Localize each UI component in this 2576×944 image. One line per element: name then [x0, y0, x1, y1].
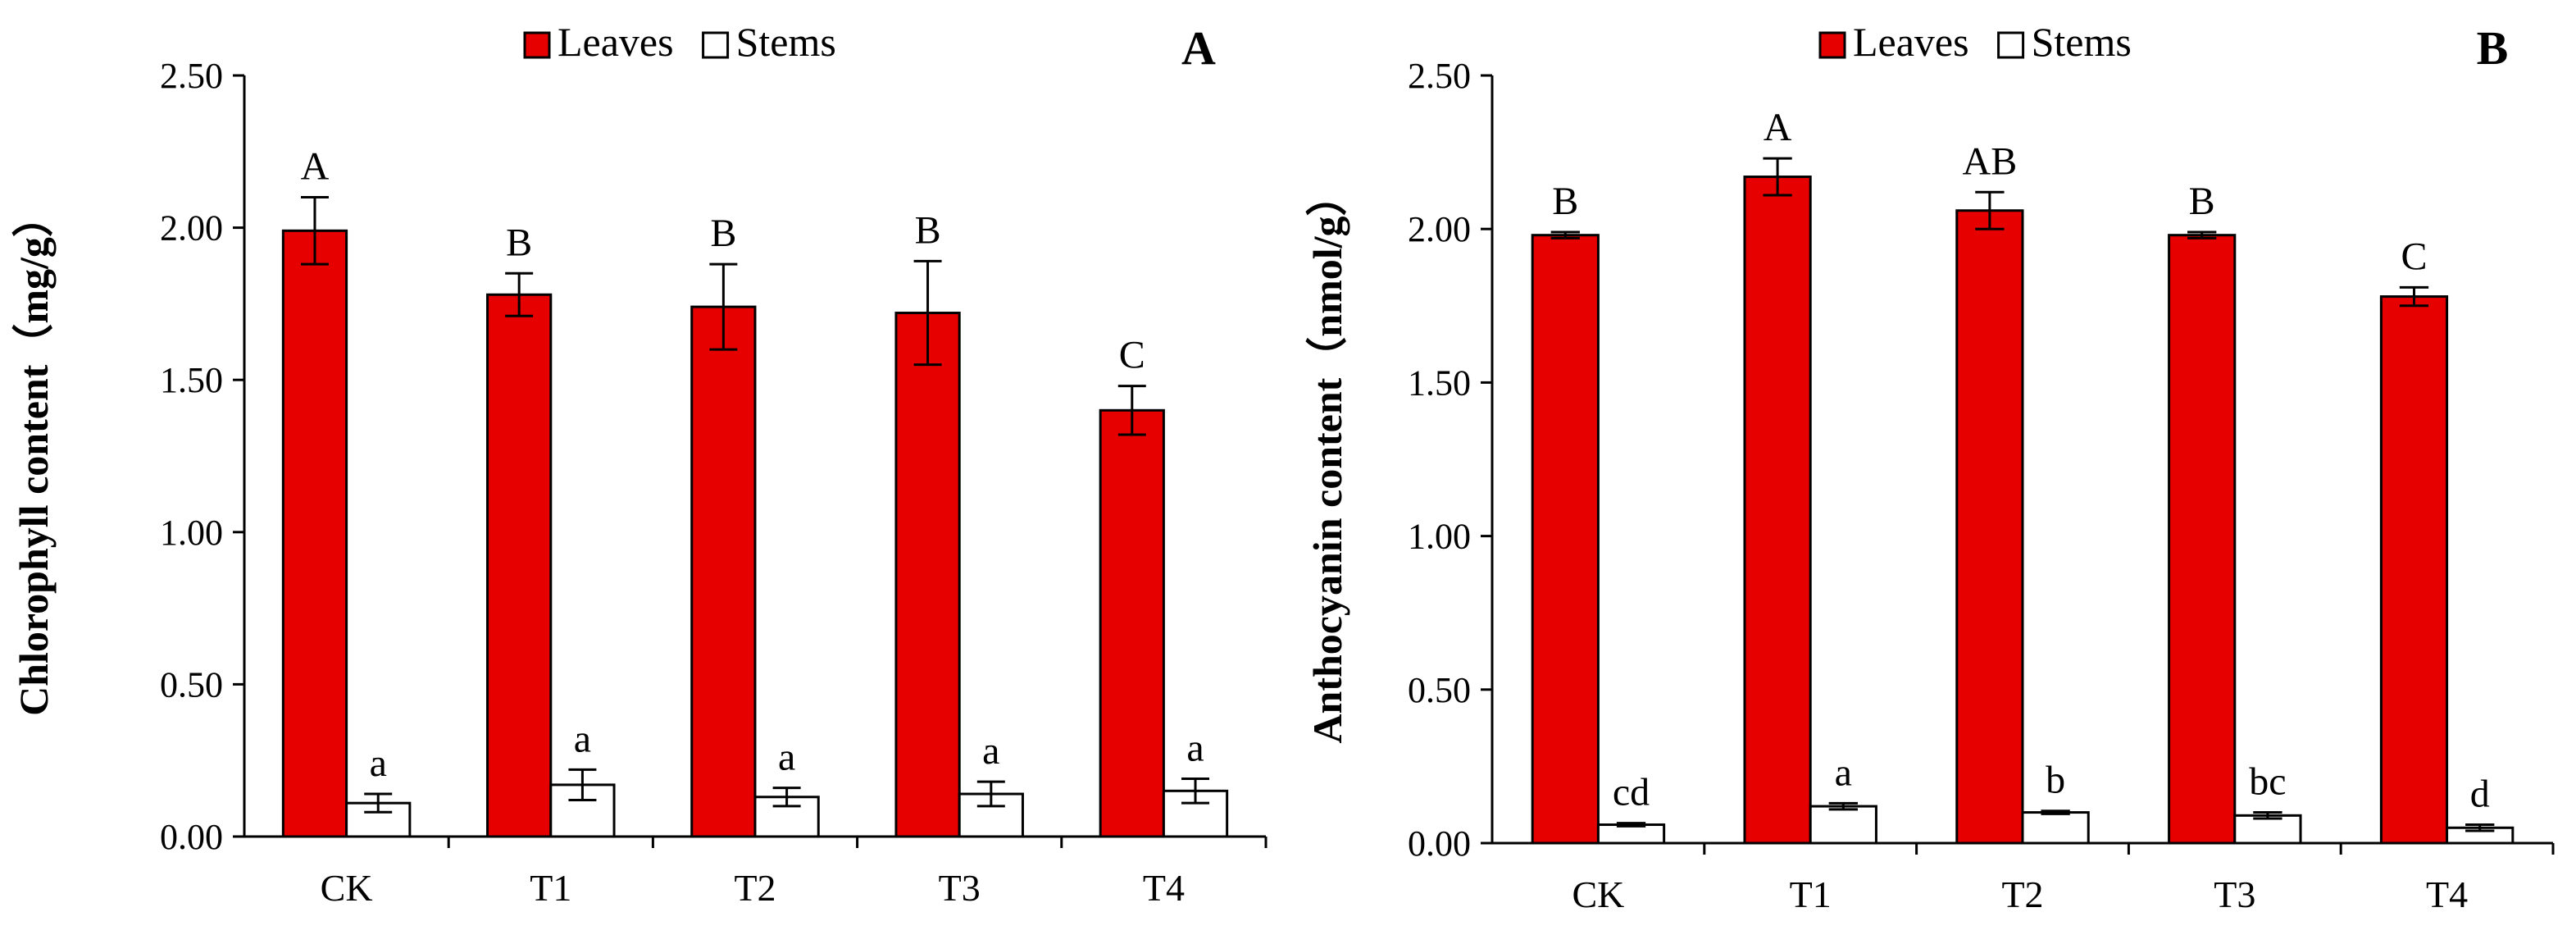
significance-letter: B — [2189, 180, 2215, 223]
bar-leaves-t2 — [1955, 209, 2024, 845]
significance-letter: cd — [1613, 771, 1650, 814]
chart-panel-b: 0.00 0.50 1.00 1.50 2.00 2.50 Anthocyanin cont… — [1304, 19, 2555, 915]
legend-swatch-stems — [702, 31, 730, 59]
chart-panel-a: 0.00 0.50 1.00 1.50 2.00 2.50 Chlorophyll cont… — [11, 19, 1268, 909]
y-tick-label: 0.50 — [1408, 670, 1471, 710]
panel-letter: B — [2477, 21, 2509, 75]
y-tick-label: 1.00 — [160, 513, 223, 553]
legend-swatch-leaves — [523, 31, 551, 59]
significance-letter: B — [506, 221, 532, 264]
bar-leaves-ck — [281, 229, 348, 838]
y-tick-label: 0.50 — [160, 664, 223, 705]
significance-letter: C — [1119, 334, 1145, 377]
bar-leaves-t1 — [486, 293, 553, 838]
significance-letter: b — [2046, 759, 2065, 802]
bar-leaves-t3 — [894, 312, 961, 838]
significance-letter: bc — [2249, 760, 2286, 804]
x-tick-label: CK — [321, 867, 373, 909]
bar-leaves-ck — [1531, 234, 1600, 845]
significance-letter: B — [710, 212, 736, 255]
significance-letter: a — [1835, 750, 1852, 794]
x-tick-label: T3 — [2214, 873, 2255, 915]
bar-stems-t2 — [753, 796, 820, 838]
y-axis-title: Anthocyanin content（nmol/g） — [1304, 175, 1350, 743]
x-tick-label: T4 — [2426, 873, 2468, 915]
bar-leaves-t4 — [1099, 408, 1165, 838]
legend-label: Stems — [2032, 19, 2132, 65]
bar-leaves-t4 — [2379, 295, 2449, 845]
bar-leaves-t3 — [2168, 234, 2237, 845]
y-tick-label: 2.50 — [1408, 56, 1471, 96]
legend-swatch-stems — [1997, 31, 2025, 59]
y-tick-label: 0.00 — [160, 817, 223, 857]
y-axis-title: Chlorophyll content（mg/g） — [11, 196, 57, 716]
significance-letter: a — [370, 741, 387, 785]
y-tick-label: 1.50 — [1408, 363, 1471, 403]
y-tick-label: 2.50 — [160, 56, 223, 96]
y-tick-label: 0.00 — [1408, 823, 1471, 864]
y-tick-label: 2.00 — [160, 208, 223, 249]
bar-stems-t1 — [1809, 805, 1877, 845]
x-tick-label: CK — [1572, 873, 1624, 915]
significance-letter: a — [574, 717, 591, 760]
x-tick-label: T4 — [1143, 867, 1185, 909]
x-tick-label: T2 — [2001, 873, 2043, 915]
bar-leaves-t2 — [690, 305, 757, 838]
x-tick-label: T1 — [1790, 873, 1832, 915]
bar-stems-t2 — [2021, 811, 2090, 845]
significance-letter: a — [1186, 726, 1204, 769]
y-tick-label: 1.00 — [1408, 517, 1471, 557]
y-tick-label: 1.50 — [160, 360, 223, 400]
significance-letter: C — [2401, 235, 2427, 278]
legend-label: Stems — [736, 19, 836, 65]
significance-letter: a — [982, 729, 999, 773]
significance-letter: B — [915, 208, 941, 252]
legend-label: Leaves — [1853, 19, 1969, 65]
y-tick-label: 2.00 — [1408, 209, 1471, 249]
significance-letter: B — [1552, 180, 1578, 223]
significance-letter: A — [1764, 106, 1792, 149]
x-tick-label: T2 — [734, 867, 776, 909]
significance-letter: A — [301, 144, 330, 188]
significance-letter: d — [2470, 773, 2490, 816]
panel-letter: A — [1181, 21, 1216, 75]
legend-swatch-leaves — [1818, 31, 1846, 59]
significance-letter: AB — [1963, 139, 2018, 183]
x-tick-label: T1 — [530, 867, 571, 909]
bar-leaves-t1 — [1743, 176, 1812, 845]
x-tick-label: T3 — [939, 867, 981, 909]
legend-label: Leaves — [558, 19, 674, 65]
significance-letter: a — [778, 736, 795, 779]
